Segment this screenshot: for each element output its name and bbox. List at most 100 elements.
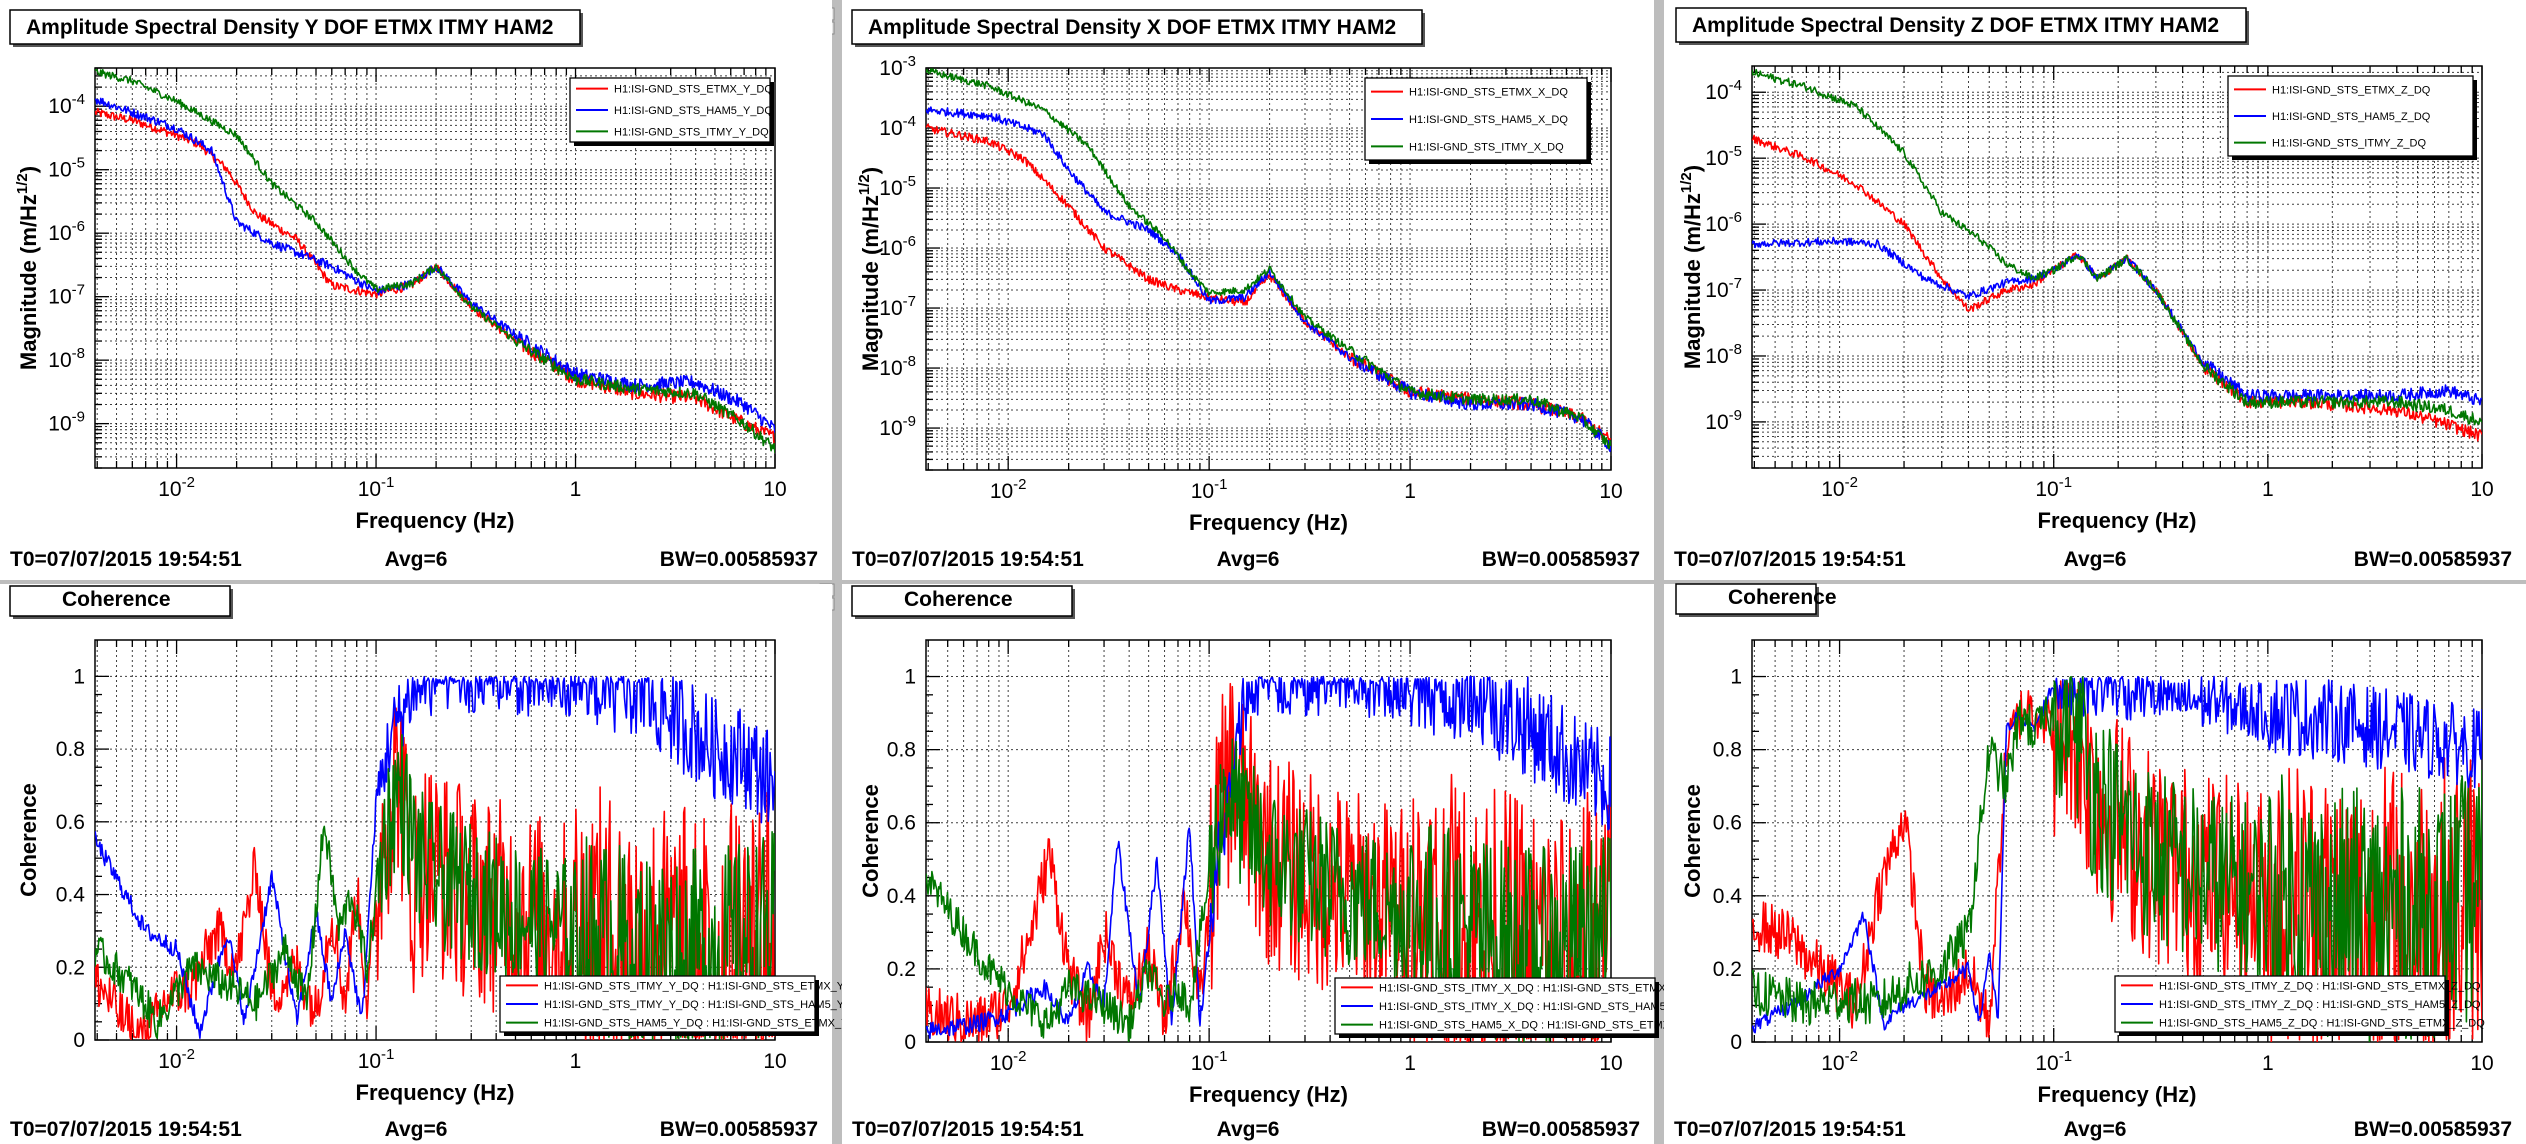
footer-avg: Avg=6 bbox=[2064, 548, 2127, 571]
y-tick-label: 10-6 bbox=[879, 233, 916, 260]
y-tick-label: 0.2 bbox=[887, 958, 916, 981]
footer-t0: T0=07/07/2015 19:54:51 bbox=[10, 548, 242, 571]
series-group bbox=[95, 68, 775, 454]
series-line-2 bbox=[926, 675, 1611, 1040]
chart-title: Coherence bbox=[904, 588, 1013, 611]
chart-panel-asd-y: 10-2 10-1 1 1010-910-810-710-610-510-4Frequ… bbox=[0, 0, 832, 580]
chart-title: Amplitude Spectral Density Y DOF ETMX IT… bbox=[26, 16, 553, 39]
footer-t0: T0=07/07/2015 19:54:51 bbox=[852, 1118, 1084, 1141]
x-tick-label: 10 bbox=[1599, 480, 1622, 503]
series-line-3 bbox=[95, 734, 775, 1040]
series-line-2 bbox=[95, 675, 775, 1039]
legend-entry: H1:ISI-GND_STS_HAM5_Z_DQ bbox=[2272, 111, 2431, 123]
x-tick-label: 10-2 bbox=[1821, 474, 1858, 501]
legend-entry: H1:ISI-GND_STS_ITMY_X_DQ : H1:ISI-GND_ST… bbox=[1379, 982, 1702, 994]
footer-bw: BW=0.00585937 bbox=[1482, 1118, 1640, 1141]
footer-bw: BW=0.00585937 bbox=[660, 548, 818, 571]
y-tick-label: 0.4 bbox=[1713, 885, 1743, 908]
y-tick-label: 0.6 bbox=[1713, 812, 1742, 835]
chart-title: Coherence bbox=[62, 588, 171, 611]
x-tick-label: 10-1 bbox=[358, 1046, 395, 1073]
footer-avg: Avg=6 bbox=[1217, 548, 1280, 571]
y-tick-label: 0 bbox=[904, 1031, 916, 1054]
legend-entry: H1:ISI-GND_STS_ETMX_Z_DQ bbox=[2272, 84, 2431, 96]
x-tick-label: 10 bbox=[763, 1050, 786, 1073]
legend-entry: H1:ISI-GND_STS_ETMX_X_DQ bbox=[1409, 87, 1568, 99]
x-tick-label: 10-2 bbox=[1821, 1048, 1858, 1075]
legend-entry: H1:ISI-GND_STS_ITMY_Z_DQ bbox=[2272, 138, 2426, 150]
legend bbox=[2227, 75, 2474, 157]
footer-t0: T0=07/07/2015 19:54:51 bbox=[1674, 548, 1906, 571]
series-line-3 bbox=[1752, 675, 2482, 1042]
series-group bbox=[1752, 675, 2482, 1042]
chart-title-box bbox=[1675, 583, 1817, 615]
chart-panel-asd-x: 10-2 10-1 1 1010-910-810-710-610-510-410-3F… bbox=[842, 0, 1654, 580]
x-tick-label: 1 bbox=[2262, 478, 2274, 501]
y-tick-label: 10-3 bbox=[879, 53, 916, 80]
x-axis-label: Frequency (Hz) bbox=[2038, 1082, 2197, 1107]
x-axis-label: Frequency (Hz) bbox=[2038, 508, 2197, 533]
legend bbox=[499, 975, 816, 1033]
chart-title-box bbox=[9, 9, 581, 45]
chart-title: Amplitude Spectral Density X DOF ETMX IT… bbox=[868, 16, 1396, 39]
legend-entry: H1:ISI-GND_STS_ITMY_Z_DQ : H1:ISI-GND_ST… bbox=[2159, 980, 2481, 992]
x-axis-label: Frequency (Hz) bbox=[356, 508, 515, 533]
legend-entry: H1:ISI-GND_STS_ITMY_Y_DQ bbox=[614, 126, 769, 138]
series-line-3 bbox=[926, 68, 1611, 450]
footer-t0: T0=07/07/2015 19:54:51 bbox=[852, 548, 1084, 571]
x-tick-label: 1 bbox=[1404, 480, 1416, 503]
y-tick-label: 0.6 bbox=[887, 812, 916, 835]
legend-entry: H1:ISI-GND_STS_ITMY_X_DQ bbox=[1409, 141, 1564, 153]
chart-title-box bbox=[851, 9, 1423, 45]
legend-entry: H1:ISI-GND_STS_HAM5_Y_DQ bbox=[614, 105, 773, 117]
y-tick-label: 0.4 bbox=[56, 884, 86, 907]
series-line-2 bbox=[1752, 675, 2482, 1034]
x-tick-label: 10 bbox=[763, 478, 786, 501]
y-axis-label: Coherence bbox=[1680, 784, 1705, 898]
series-group bbox=[926, 68, 1611, 453]
grid-lines bbox=[95, 640, 776, 1041]
legend-entry: H1:ISI-GND_STS_HAM5_X_DQ : H1:ISI-GND_ST… bbox=[1379, 1020, 1706, 1032]
y-tick-label: 0.8 bbox=[1713, 739, 1742, 762]
x-tick-label: 1 bbox=[570, 478, 582, 501]
x-axis-label: Frequency (Hz) bbox=[1189, 1082, 1348, 1107]
y-tick-label: 0.2 bbox=[1713, 958, 1742, 981]
x-tick-label: 10 bbox=[1599, 1052, 1622, 1075]
y-tick-label: 0 bbox=[1730, 1031, 1742, 1054]
series-line-3 bbox=[95, 68, 775, 454]
legend-entry: H1:ISI-GND_STS_ITMY_Z_DQ : H1:ISI-GND_ST… bbox=[2159, 999, 2481, 1011]
footer-bw: BW=0.00585937 bbox=[2354, 548, 2512, 571]
legend-entry: H1:ISI-GND_STS_ITMY_Y_DQ : H1:ISI-GND_ST… bbox=[544, 999, 867, 1011]
legend-entry: H1:ISI-GND_STS_HAM5_Z_DQ : H1:ISI-GND_ST… bbox=[2159, 1018, 2485, 1030]
series-line-3 bbox=[1752, 68, 2482, 426]
y-tick-label: 0.2 bbox=[56, 956, 85, 979]
chart-title: Coherence bbox=[1728, 586, 1837, 609]
footer-bw: BW=0.00585937 bbox=[1482, 548, 1640, 571]
x-tick-label: 10 bbox=[2470, 478, 2493, 501]
footer-avg: Avg=6 bbox=[385, 548, 448, 571]
chart-title-box bbox=[1675, 7, 2247, 43]
y-axis-label: Magnitude (m/Hz1/2) bbox=[856, 167, 883, 371]
legend bbox=[2114, 975, 2446, 1033]
y-tick-label: 0.8 bbox=[56, 738, 85, 761]
panel-divider bbox=[1654, 0, 1664, 1144]
x-tick-label: 1 bbox=[570, 1050, 582, 1073]
legend-entry: H1:ISI-GND_STS_ITMY_Y_DQ : H1:ISI-GND_ST… bbox=[544, 980, 867, 992]
x-tick-label: 1 bbox=[2262, 1052, 2274, 1075]
y-tick-label: 10-5 bbox=[1705, 143, 1742, 170]
x-tick-label: 1 bbox=[1404, 1052, 1416, 1075]
series-line-1 bbox=[926, 682, 1611, 1042]
y-tick-label: 0 bbox=[73, 1029, 85, 1052]
legend-entry: H1:ISI-GND_STS_ETMX_Y_DQ bbox=[614, 84, 773, 96]
footer-avg: Avg=6 bbox=[1217, 1118, 1280, 1141]
series-group bbox=[1752, 68, 2482, 442]
y-tick-label: 0.6 bbox=[56, 811, 85, 834]
chart-title: Amplitude Spectral Density Z DOF ETMX IT… bbox=[1692, 14, 2219, 37]
y-tick-label: 1 bbox=[1730, 666, 1742, 689]
series-line-3 bbox=[926, 738, 1611, 1042]
chart-panel-asd-z: 10-2 10-1 1 1010-910-810-710-610-510-4Frequ… bbox=[1664, 0, 2526, 580]
